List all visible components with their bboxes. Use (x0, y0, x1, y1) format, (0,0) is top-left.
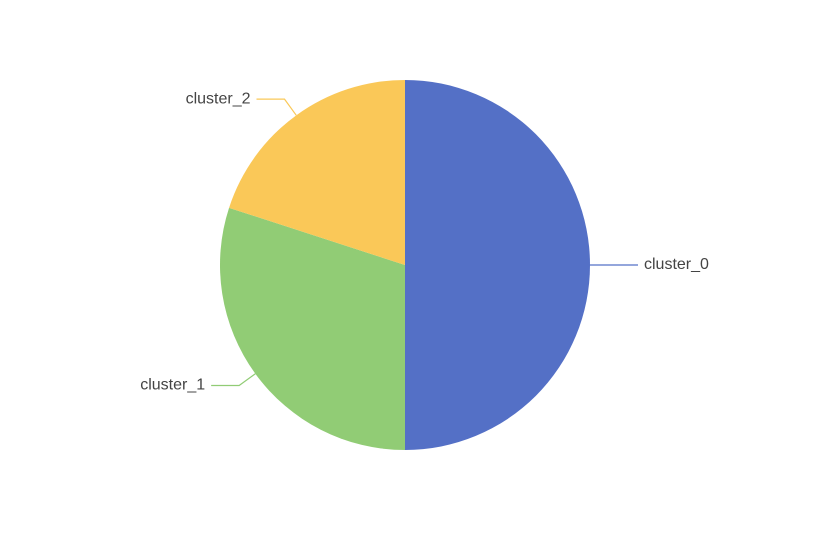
pie-slice-cluster_2[interactable] (229, 80, 405, 265)
slice-label-cluster_1: cluster_1 (140, 377, 205, 394)
pie-slice-cluster_0[interactable] (405, 80, 590, 450)
slice-label-cluster_2: cluster_2 (186, 90, 251, 107)
leader-line-cluster_1 (211, 373, 256, 387)
leader-lines (211, 98, 638, 387)
slice-labels: cluster_0 cluster_1 cluster_2 (140, 90, 709, 393)
slice-label-cluster_0: cluster_0 (644, 256, 709, 273)
pie-slices (219, 80, 590, 450)
pie-slice-cluster_1[interactable] (219, 207, 405, 450)
leader-line-cluster_2 (256, 98, 297, 116)
